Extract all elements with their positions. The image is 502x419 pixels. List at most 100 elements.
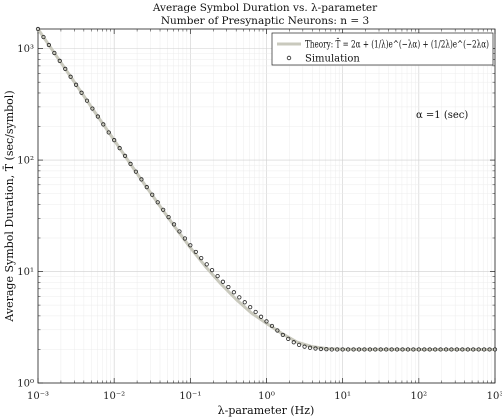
simulation-point <box>155 200 160 205</box>
simulation-point <box>405 347 411 352</box>
simulation-point <box>492 347 498 352</box>
simulation-point <box>400 347 405 352</box>
simulation-point <box>487 347 492 352</box>
simulation-point <box>150 192 155 197</box>
simulation-point <box>122 153 128 159</box>
simulation-point <box>313 346 318 351</box>
simulation-point <box>68 74 73 79</box>
simulation-point <box>471 347 476 352</box>
x-tick-label: 10² <box>410 391 427 402</box>
simulation-point <box>41 34 46 40</box>
simulation-point <box>166 214 171 220</box>
x-tick-label: 10⁻² <box>103 391 125 402</box>
simulation-point <box>253 309 258 315</box>
x-tick-label: 10¹ <box>334 391 351 402</box>
grid-lines <box>37 29 496 384</box>
alpha-annotation: α =1 (sec) <box>416 110 468 121</box>
simulation-point <box>280 332 285 338</box>
simulation-point <box>443 347 449 352</box>
simulation-point <box>258 314 264 319</box>
simulation-point <box>106 130 111 135</box>
theory-series-line <box>36 28 495 351</box>
simulation-point <box>204 262 209 267</box>
simulation-point <box>367 347 373 352</box>
simulation-point <box>248 305 253 310</box>
simulation-point <box>460 347 465 352</box>
simulation-point <box>362 347 367 352</box>
simulation-point <box>291 340 296 345</box>
simulation-point <box>215 274 220 279</box>
simulation-point <box>237 295 242 300</box>
simulation-point <box>35 26 41 32</box>
simulation-point <box>318 346 324 352</box>
simulation-point <box>286 336 291 341</box>
simulation-point <box>482 347 487 352</box>
y-tick-labels: 10⁰ 10¹ 10² 10³ <box>17 44 34 389</box>
y-tick-label: 10¹ <box>17 267 34 278</box>
simulation-point <box>57 58 62 64</box>
legend-simulation-marker <box>286 55 292 61</box>
simulation-point <box>465 347 470 352</box>
chart-subtitle: Number of Presynaptic Neurons: n = 3 <box>161 15 369 27</box>
simulation-point <box>209 268 215 273</box>
simulation-point <box>438 347 443 352</box>
x-tick-label: 10⁻³ <box>27 391 49 402</box>
simulation-point <box>394 347 400 352</box>
simulation-point <box>112 138 117 143</box>
simulation-point <box>128 161 133 167</box>
simulation-point <box>73 82 79 87</box>
simulation-point <box>356 347 362 352</box>
y-tick-label: 10³ <box>17 44 34 55</box>
y-tick-label: 10⁰ <box>17 379 34 390</box>
simulation-point <box>182 236 187 241</box>
simulation-point <box>302 344 307 349</box>
simulation-point <box>378 347 383 352</box>
simulation-point <box>340 347 345 352</box>
y-axis-label: Average Symbol Duration, T̄ (sec/symbol) <box>3 90 16 322</box>
x-tick-label: 10⁰ <box>258 391 275 402</box>
simulation-point <box>422 347 427 352</box>
simulation-point <box>427 347 432 352</box>
simulation-point <box>171 222 177 227</box>
simulation-point <box>335 347 340 352</box>
legend-box <box>271 32 494 66</box>
simulation-point <box>144 185 149 190</box>
simulation-point <box>199 255 204 261</box>
simulation-point <box>416 347 421 352</box>
simulation-point <box>193 249 198 255</box>
x-tick-label: 10³ <box>487 391 502 402</box>
simulation-point <box>346 347 351 352</box>
y-tick-label: 10² <box>17 156 34 167</box>
simulation-point <box>264 319 269 324</box>
simulation-point <box>384 347 389 352</box>
simulation-point <box>373 347 378 352</box>
legend-theory-label: Theory: T̄ = 2α + (1/λ)e^(−λα) + (1/2λ)e… <box>305 39 489 51</box>
simulation-point <box>389 347 394 352</box>
simulation-point <box>351 347 356 352</box>
simulation-point <box>177 229 182 234</box>
legend: Theory: T̄ = 2α + (1/λ)e^(−λα) + (1/2λ)e… <box>271 32 494 66</box>
x-tick-labels: 10⁻³ 10⁻² 10⁻¹ 10⁰ 10¹ 10² 10³ <box>27 391 502 402</box>
simulation-point <box>226 284 231 290</box>
simulation-point <box>133 169 139 174</box>
simulation-point <box>46 42 51 48</box>
simulation-point <box>307 345 313 350</box>
simulation-point <box>90 106 95 111</box>
simulation-point <box>139 177 144 182</box>
simulation-point <box>454 347 459 352</box>
simulation-point <box>231 290 236 295</box>
simulation-point <box>95 114 100 119</box>
simulation-point <box>188 243 193 248</box>
simulation-point <box>476 347 481 352</box>
x-tick-label: 10⁻¹ <box>179 391 201 402</box>
simulation-point <box>449 347 454 352</box>
simulation-point <box>220 279 226 284</box>
x-axis-label: λ-parameter (Hz) <box>218 404 315 417</box>
simulation-point <box>297 342 302 347</box>
chart-title: Average Symbol Duration vs. λ-parameter <box>152 2 378 14</box>
simulation-point <box>275 328 280 333</box>
simulation-point <box>433 347 438 352</box>
simulation-point <box>242 300 247 305</box>
simulation-point <box>52 50 57 56</box>
